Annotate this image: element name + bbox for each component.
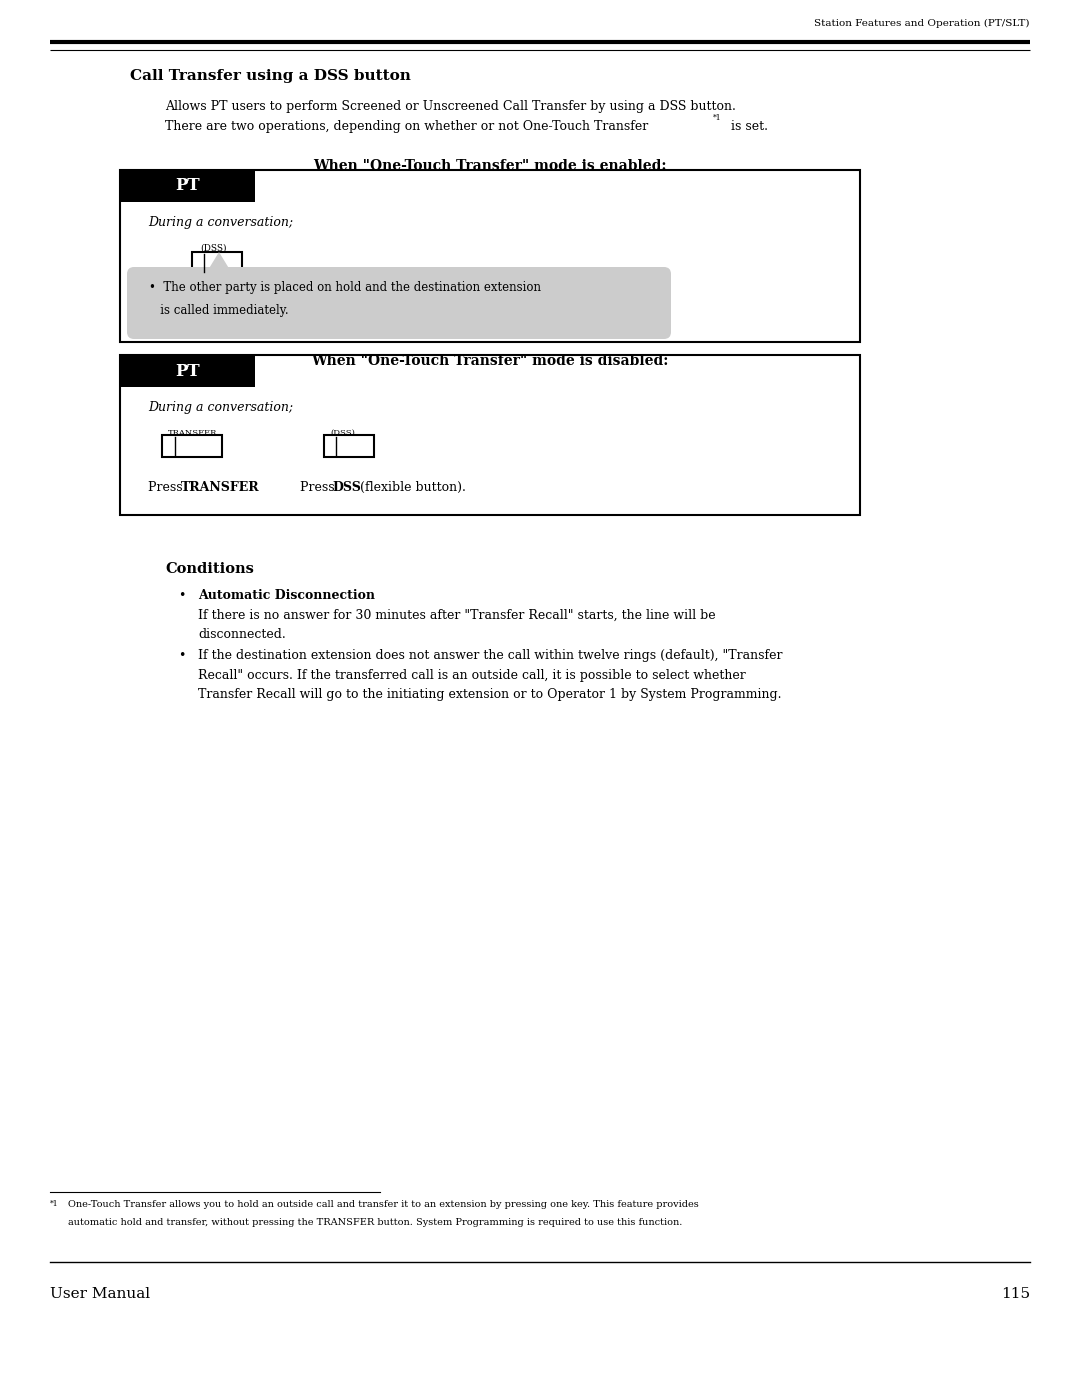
Text: Recall" occurs. If the transferred call is an outside call, it is possible to se: Recall" occurs. If the transferred call … <box>198 669 746 682</box>
Text: •  The other party is placed on hold and the destination extension: • The other party is placed on hold and … <box>149 281 541 293</box>
Bar <box>120 170 860 342</box>
Text: During a conversation;: During a conversation; <box>148 401 293 414</box>
Text: (DSS): (DSS) <box>330 429 355 437</box>
Text: There are two operations, depending on whether or not One-Touch Transfer: There are two operations, depending on w… <box>165 120 648 133</box>
Text: is called immediately.: is called immediately. <box>149 305 288 317</box>
Text: Transfer Recall will go to the initiating extension or to Operator 1 by System P: Transfer Recall will go to the initiatin… <box>198 687 782 701</box>
Bar <box>120 355 255 387</box>
Text: Call Transfer using a DSS button: Call Transfer using a DSS button <box>130 68 410 82</box>
Text: 115: 115 <box>1001 1287 1030 1301</box>
Bar <box>120 355 860 515</box>
Text: DSS: DSS <box>180 296 210 309</box>
Text: •: • <box>178 650 186 662</box>
Bar <box>324 434 374 457</box>
Text: If the destination extension does not answer the call within twelve rings (defau: If the destination extension does not an… <box>198 650 783 662</box>
Text: disconnected.: disconnected. <box>198 629 286 641</box>
Text: User Manual: User Manual <box>50 1287 150 1301</box>
FancyBboxPatch shape <box>127 267 671 339</box>
Text: (flexible button).: (flexible button). <box>204 296 314 309</box>
Text: TRANSFER: TRANSFER <box>180 481 259 495</box>
Text: PT: PT <box>175 362 200 380</box>
Text: When "One-Touch Transfer" mode is enabled:: When "One-Touch Transfer" mode is enable… <box>313 159 666 173</box>
Text: DSS: DSS <box>333 481 362 495</box>
Text: If there is no answer for 30 minutes after "Transfer Recall" starts, the line wi: If there is no answer for 30 minutes aft… <box>198 609 716 622</box>
Text: When "One-Touch Transfer" mode is disabled:: When "One-Touch Transfer" mode is disabl… <box>311 353 669 367</box>
Text: During a conversation;: During a conversation; <box>148 217 293 229</box>
Text: PT: PT <box>175 177 200 194</box>
Text: Press: Press <box>148 296 187 309</box>
Text: .: . <box>239 481 242 495</box>
Text: Allows PT users to perform Screened or Unscreened Call Transfer by using a DSS b: Allows PT users to perform Screened or U… <box>165 101 735 113</box>
Text: Automatic Disconnection: Automatic Disconnection <box>198 590 375 602</box>
Text: Press: Press <box>148 481 187 495</box>
Bar <box>192 251 242 274</box>
Text: *1: *1 <box>713 115 721 122</box>
Text: is set.: is set. <box>727 120 768 133</box>
Text: (DSS): (DSS) <box>200 244 227 253</box>
Bar <box>162 434 222 457</box>
Text: TRANSFER: TRANSFER <box>168 429 217 437</box>
Bar <box>120 170 255 203</box>
Text: Press: Press <box>300 481 339 495</box>
Text: (flexible button).: (flexible button). <box>356 481 465 495</box>
Text: One-Touch Transfer allows you to hold an outside call and transfer it to an exte: One-Touch Transfer allows you to hold an… <box>68 1200 699 1208</box>
Text: •: • <box>178 590 186 602</box>
Text: Conditions: Conditions <box>165 562 254 576</box>
Text: *1: *1 <box>50 1200 58 1208</box>
Text: automatic hold and transfer, without pressing the TRANSFER button. System Progra: automatic hold and transfer, without pre… <box>68 1218 683 1227</box>
Polygon shape <box>205 251 233 275</box>
Text: Station Features and Operation (PT/SLT): Station Features and Operation (PT/SLT) <box>814 20 1030 28</box>
